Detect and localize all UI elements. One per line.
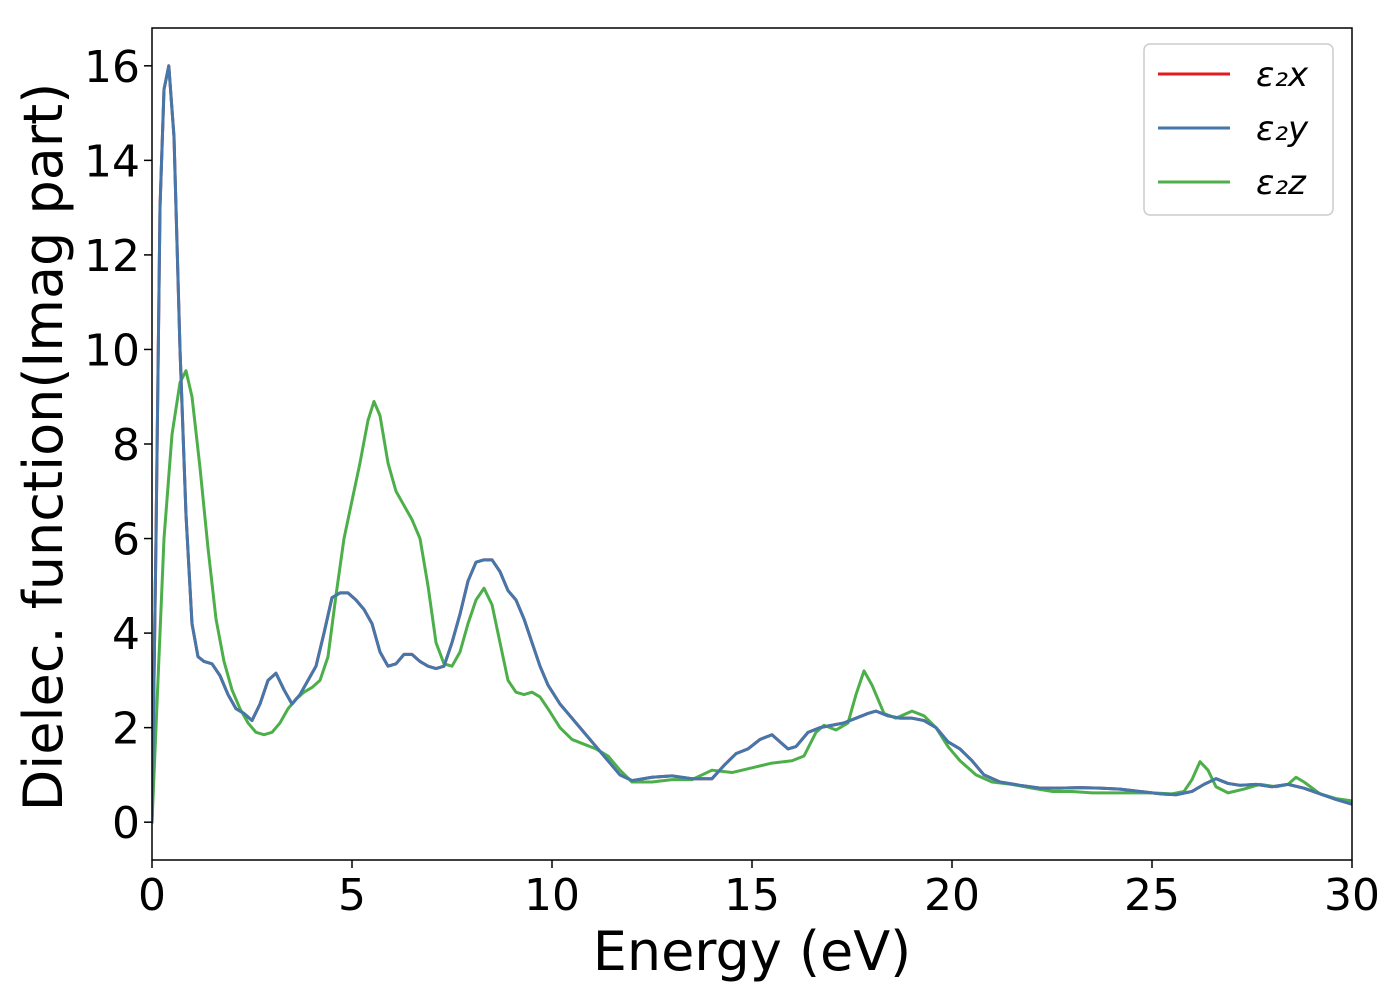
x-tick-label: 5 xyxy=(338,870,366,921)
x-tick-label: 0 xyxy=(138,870,166,921)
y-tick-label: 10 xyxy=(84,325,140,376)
y-tick-label: 0 xyxy=(112,798,140,849)
x-tick-label: 20 xyxy=(924,870,980,921)
x-tick-label: 15 xyxy=(724,870,780,921)
y-tick-label: 4 xyxy=(112,609,140,660)
x-axis-label: Energy (eV) xyxy=(593,920,912,983)
x-tick-label: 10 xyxy=(524,870,580,921)
y-tick-label: 16 xyxy=(84,42,140,93)
series-line-2 xyxy=(152,369,1352,824)
x-tick-label: 25 xyxy=(1124,870,1180,921)
plot-area xyxy=(152,64,1352,824)
y-tick-label: 6 xyxy=(112,515,140,566)
y-tick-label: 12 xyxy=(84,231,140,282)
y-axis-ticks: 0 2 4 6 8 10 12 14 16 xyxy=(84,42,152,849)
y-tick-label: 14 xyxy=(84,136,140,187)
y-tick-label: 8 xyxy=(112,420,140,471)
x-tick-label: 30 xyxy=(1324,870,1380,921)
x-axis-ticks: 0 5 10 15 20 25 30 xyxy=(138,860,1380,921)
legend-entry-0: ε₂x xyxy=(1256,55,1309,95)
y-axis-label: Dielec. function(Imag part) xyxy=(12,83,75,812)
legend: ε₂x ε₂y ε₂z xyxy=(1143,43,1334,216)
legend-box xyxy=(1143,43,1334,216)
y-tick-label: 2 xyxy=(112,704,140,755)
legend-entry-2: ε₂z xyxy=(1256,163,1307,203)
series-line-1 xyxy=(152,64,1352,824)
legend-entry-1: ε₂y xyxy=(1256,109,1309,149)
